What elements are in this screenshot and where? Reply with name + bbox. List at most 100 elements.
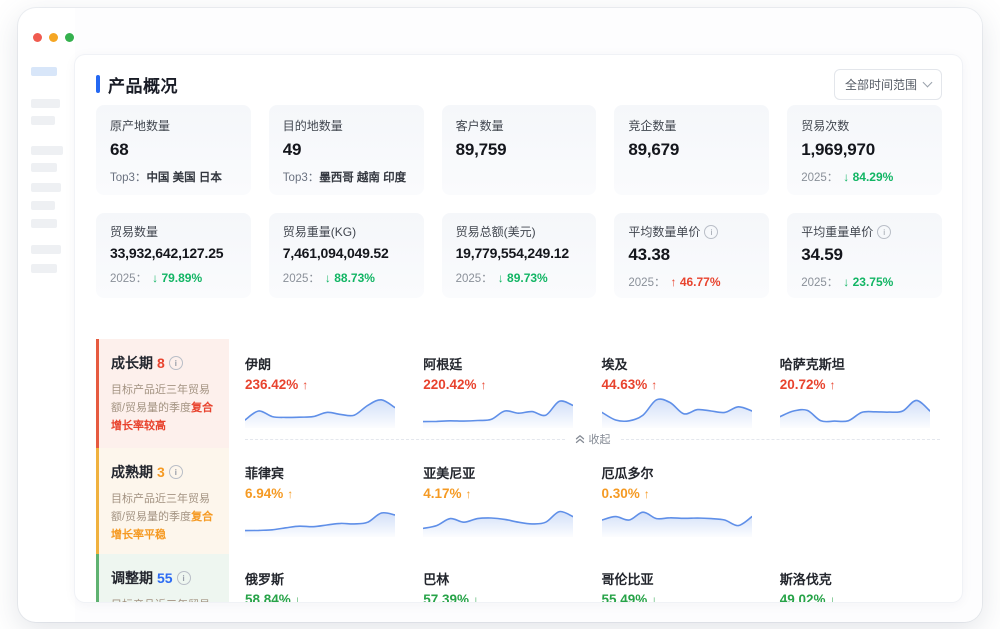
- country-trend-cell[interactable]: 俄罗斯 58.84% ↓: [245, 554, 405, 602]
- sidebar-item[interactable]: [31, 201, 55, 210]
- stage-content: 俄罗斯 58.84% ↓ 巴林 57.39% ↓ 哥伦比亚 55.49% ↓ 斯洛伐克…: [229, 554, 942, 602]
- stage-grid: 菲律宾 6.94% ↑ 亚美尼亚 4.17% ↑ 厄瓜多尔 0.30% ↑: [245, 448, 940, 537]
- country-trend-cell[interactable]: 哥伦比亚 55.49% ↓: [602, 554, 762, 602]
- stat-card: 竞企数量 i 89,679: [614, 105, 770, 195]
- stat-value: 1,969,970: [801, 140, 876, 159]
- stats-row-2: 贸易数量 i 33,932,642,127.25 2025： ↓ 79.89% …: [96, 213, 942, 298]
- stat-label: 贸易次数: [801, 119, 850, 133]
- chevron-down-icon: [922, 77, 933, 88]
- sparkline-chart: [423, 510, 574, 537]
- country-trend-cell[interactable]: 斯洛伐克 49.02% ↓: [780, 554, 940, 602]
- trend-arrow-icon: ↓: [294, 592, 301, 602]
- stat-value: 34.59: [801, 245, 843, 264]
- country-name: 巴林: [423, 572, 450, 588]
- stage-count: 3: [157, 464, 165, 480]
- sparkline-chart: [423, 400, 574, 428]
- collapse-toggle[interactable]: 收起: [565, 431, 621, 447]
- stat-top3: Top3：墨西哥 越南 印度: [282, 172, 407, 184]
- stage-name: 调整期: [111, 570, 153, 587]
- trend-arrow-icon: ↑: [670, 275, 677, 289]
- sidebar-item[interactable]: [31, 183, 61, 192]
- trend-year-label: 2025：: [801, 172, 839, 184]
- stats-row-1: 原产地数量 i 68 Top3：中国 美国 日本 目的地数量 i 49 Top3…: [96, 105, 942, 195]
- trend-value: ↑ 46.77%: [670, 275, 721, 289]
- minimize-window-button[interactable]: [49, 33, 58, 42]
- info-icon[interactable]: i: [168, 356, 183, 370]
- sidebar-item[interactable]: [31, 99, 60, 108]
- trend-arrow-icon: ↓: [829, 592, 836, 602]
- country-trend-cell[interactable]: 亚美尼亚 4.17% ↑: [423, 448, 583, 537]
- country-trend-cell[interactable]: 厄瓜多尔 0.30% ↑: [601, 448, 762, 537]
- main-area: 产品概况 全部时间范围 原产地数量 i 68 Top3：中国 美国 日本 目的地…: [75, 8, 982, 622]
- country-trend-cell[interactable]: 伊朗 236.42% ↑: [245, 339, 405, 428]
- zoom-window-button[interactable]: [65, 33, 74, 42]
- stat-label: 贸易总额(美元): [455, 225, 536, 239]
- stat-trend: 2025： ↓ 23.75%: [801, 274, 928, 290]
- trend-percent: 6.94% ↑: [245, 486, 294, 501]
- lifecycle-stage-table: 成长期 8 i 目标产品近三年贸易额/贸易量的季度复合增长率较高 伊朗 236.…: [96, 339, 942, 602]
- trend-arrow-icon: ↓: [473, 592, 480, 602]
- trend-year-label: 2025：: [455, 273, 493, 285]
- card-header: 产品概况 全部时间范围: [96, 68, 942, 100]
- stat-card: 平均数量单价 i 43.38 2025： ↑ 46.77%: [614, 213, 770, 298]
- info-icon[interactable]: i: [877, 224, 892, 239]
- sidebar-item[interactable]: [31, 264, 57, 273]
- country-name: 斯洛伐克: [779, 572, 832, 588]
- info-icon[interactable]: i: [168, 465, 183, 479]
- stat-value: 7,461,094,049.52: [282, 245, 389, 261]
- stage-content: 伊朗 236.42% ↑ 阿根廷 220.42% ↑ 埃及 44.63% ↑ 哈萨克斯…: [229, 339, 942, 448]
- sidebar-item-active[interactable]: [31, 67, 57, 76]
- stat-trend: 2025： ↓ 88.73%: [283, 270, 410, 286]
- trend-arrow-icon: ↓: [497, 271, 504, 285]
- country-name: 埃及: [601, 357, 628, 372]
- country-trend-cell[interactable]: 阿根廷 220.42% ↑: [423, 339, 583, 428]
- country-trend-cell[interactable]: 巴林 57.39% ↓: [423, 554, 583, 602]
- stat-trend: 2025： ↓ 79.89%: [110, 270, 237, 286]
- country-name: 哈萨克斯坦: [779, 357, 845, 372]
- sidebar-item[interactable]: [31, 116, 55, 125]
- sidebar-item[interactable]: [31, 245, 61, 254]
- trend-percent: 55.49% ↓: [602, 592, 762, 602]
- page-title: 产品概况: [108, 76, 178, 96]
- trend-arrow-icon: ↑: [465, 486, 472, 501]
- stat-card: 客户数量 i 89,759: [441, 105, 597, 195]
- close-window-button[interactable]: [33, 33, 42, 42]
- sidebar-item[interactable]: [31, 219, 57, 228]
- stat-value: 49: [282, 140, 302, 159]
- trend-arrow-icon: ↑: [829, 377, 836, 392]
- stat-card: 平均重量单价 i 34.59 2025： ↓ 23.75%: [787, 213, 942, 298]
- product-overview-card: 产品概况 全部时间范围 原产地数量 i 68 Top3：中国 美国 日本 目的地…: [75, 55, 962, 602]
- info-icon[interactable]: i: [704, 224, 719, 239]
- trend-year-label: 2025：: [282, 273, 320, 285]
- info-icon[interactable]: i: [176, 571, 191, 586]
- sidebar-item[interactable]: [31, 146, 63, 155]
- sidebar-item[interactable]: [31, 163, 57, 172]
- stage-grid: 俄罗斯 58.84% ↓ 巴林 57.39% ↓ 哥伦比亚 55.49% ↓ 斯洛伐克…: [245, 554, 940, 602]
- stat-trend: 2025： ↓ 89.73%: [456, 270, 583, 286]
- country-trend-cell[interactable]: 哈萨克斯坦 20.72% ↑: [779, 339, 940, 428]
- trend-arrow-icon: ↓: [843, 170, 850, 184]
- sparkline-chart: [601, 511, 752, 537]
- trend-arrow-icon: ↓: [651, 592, 658, 602]
- trend-arrow-icon: ↑: [287, 486, 294, 501]
- trend-arrow-icon: ↑: [651, 377, 658, 392]
- window-controls: [33, 33, 74, 42]
- sparkline-chart: [245, 511, 395, 537]
- sparkline-chart: [245, 398, 395, 428]
- country-name: 阿根廷: [423, 357, 463, 372]
- sparkline-chart: [779, 399, 930, 428]
- stage-description: 目标产品近三年贸易额/贸易量的季度复合增长率较高: [111, 384, 214, 433]
- stat-card: 贸易总额(美元) i 19,779,554,249.12 2025： ↓ 89.…: [441, 213, 597, 298]
- trend-percent: 236.42% ↑: [245, 377, 309, 392]
- country-trend-cell[interactable]: 菲律宾 6.94% ↑: [245, 448, 405, 537]
- time-range-value: 全部时间范围: [844, 77, 917, 92]
- trend-percent: 49.02% ↓: [780, 592, 940, 602]
- stat-label: 原产地数量: [110, 119, 171, 133]
- country-name: 亚美尼亚: [423, 466, 476, 481]
- country-trend-cell[interactable]: 埃及 44.63% ↑: [601, 339, 762, 428]
- divider-line: [620, 438, 940, 440]
- trend-percent: 220.42% ↑: [423, 377, 487, 392]
- stage-panel: 调整期 55 i 目标产品近三年贸易额/贸易量的季度复合增长率呈负: [96, 554, 229, 602]
- time-range-select[interactable]: 全部时间范围: [833, 68, 942, 100]
- sparkline-chart: [601, 398, 752, 428]
